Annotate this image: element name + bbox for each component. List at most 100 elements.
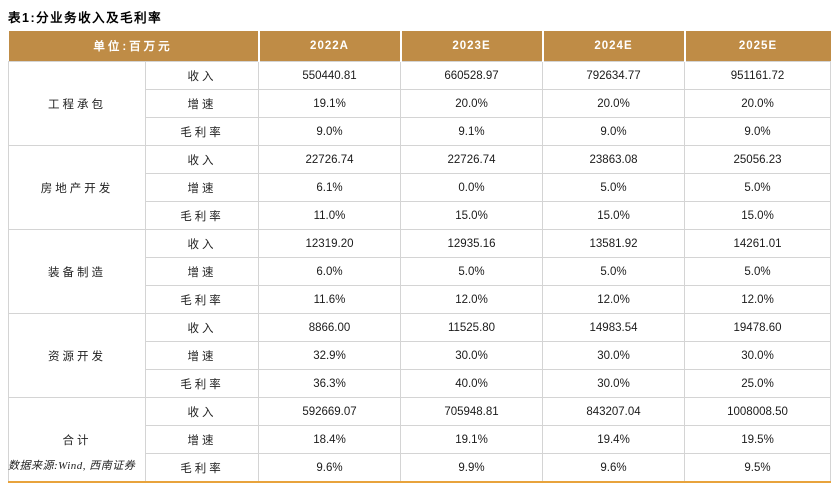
cell-value: 5.0% bbox=[542, 257, 685, 286]
table-row: 增速 19.1% 20.0% 20.0% 20.0% bbox=[9, 89, 831, 118]
cell-value: 25.0% bbox=[684, 369, 831, 398]
cell-value: 9.5% bbox=[684, 453, 831, 483]
header-row: 单位:百万元 2022A 2023E 2024E 2025E bbox=[8, 31, 831, 62]
cell-value: 32.9% bbox=[258, 341, 401, 370]
metric-label: 毛利率 bbox=[145, 453, 259, 483]
year-header-2025e: 2025E bbox=[684, 31, 831, 62]
cell-value: 12.0% bbox=[684, 285, 831, 314]
cell-value: 9.6% bbox=[258, 453, 401, 483]
cell-value: 12319.20 bbox=[258, 229, 401, 258]
cell-value: 19.4% bbox=[542, 425, 685, 454]
cell-value: 0.0% bbox=[400, 173, 543, 202]
metric-label: 增速 bbox=[145, 257, 259, 286]
table-row: 合计 收入 592669.07 705948.81 843207.04 1008… bbox=[8, 397, 831, 483]
cell-value: 22726.74 bbox=[400, 145, 543, 174]
cell-value: 19478.60 bbox=[684, 313, 831, 342]
cell-value: 20.0% bbox=[400, 89, 543, 118]
cell-value: 6.0% bbox=[258, 257, 401, 286]
cell-value: 592669.07 bbox=[258, 397, 401, 426]
year-header-2023e: 2023E bbox=[400, 31, 544, 62]
cell-value: 6.1% bbox=[258, 173, 401, 202]
cell-value: 9.6% bbox=[542, 453, 685, 483]
cell-value: 660528.97 bbox=[400, 61, 543, 90]
cell-value: 15.0% bbox=[684, 201, 831, 230]
table-row: 增速 32.9% 30.0% 30.0% 30.0% bbox=[9, 341, 831, 370]
cell-value: 22726.74 bbox=[258, 145, 401, 174]
cell-value: 12935.16 bbox=[400, 229, 543, 258]
cell-value: 20.0% bbox=[684, 89, 831, 118]
year-header-2024e: 2024E bbox=[542, 31, 686, 62]
metric-label: 增速 bbox=[145, 173, 259, 202]
table-row: 房地产开发 收入 22726.74 22726.74 23863.08 2505… bbox=[8, 145, 831, 230]
cell-value: 550440.81 bbox=[258, 61, 401, 90]
cell-value: 15.0% bbox=[400, 201, 543, 230]
metric-label: 收入 bbox=[145, 397, 259, 426]
cell-value: 30.0% bbox=[684, 341, 831, 370]
cell-value: 18.4% bbox=[258, 425, 401, 454]
table-header: 单位:百万元 2022A 2023E 2024E 2025E bbox=[8, 31, 831, 62]
cell-value: 19.1% bbox=[258, 89, 401, 118]
table-row: 工程承包 收入 550440.81 660528.97 792634.77 95… bbox=[8, 61, 831, 146]
table-row: 增速 6.1% 0.0% 5.0% 5.0% bbox=[9, 173, 831, 202]
cell-value: 19.5% bbox=[684, 425, 831, 454]
cell-value: 9.0% bbox=[684, 117, 831, 146]
cell-value: 5.0% bbox=[400, 257, 543, 286]
metric-label: 收入 bbox=[145, 61, 259, 90]
table-row: 毛利率 9.0% 9.1% 9.0% 9.0% bbox=[9, 117, 831, 146]
cell-value: 13581.92 bbox=[542, 229, 685, 258]
group-label-realestate: 房地产开发 bbox=[8, 145, 146, 230]
cell-value: 30.0% bbox=[542, 341, 685, 370]
cell-value: 23863.08 bbox=[542, 145, 685, 174]
cell-value: 1008008.50 bbox=[684, 397, 831, 426]
cell-value: 5.0% bbox=[684, 257, 831, 286]
table-row: 增速 18.4% 19.1% 19.4% 19.5% bbox=[9, 425, 831, 454]
group-label-total: 合计 bbox=[8, 397, 146, 483]
source-note: 数据来源:Wind, 西南证券 bbox=[8, 460, 136, 472]
cell-value: 11525.80 bbox=[400, 313, 543, 342]
group-label-resources: 资源开发 bbox=[8, 313, 146, 398]
cell-value: 19.1% bbox=[400, 425, 543, 454]
group-label-equipment: 装备制造 bbox=[8, 229, 146, 314]
metric-label: 毛利率 bbox=[145, 117, 259, 146]
unit-header-cell: 单位:百万元 bbox=[8, 31, 260, 62]
cell-value: 11.6% bbox=[258, 285, 401, 314]
cell-value: 8866.00 bbox=[258, 313, 401, 342]
metric-label: 增速 bbox=[145, 89, 259, 118]
metric-label: 增速 bbox=[145, 341, 259, 370]
cell-value: 40.0% bbox=[400, 369, 543, 398]
metric-label: 毛利率 bbox=[145, 285, 259, 314]
cell-value: 12.0% bbox=[542, 285, 685, 314]
cell-value: 9.0% bbox=[542, 117, 685, 146]
table-row: 装备制造 收入 12319.20 12935.16 13581.92 14261… bbox=[8, 229, 831, 314]
cell-value: 36.3% bbox=[258, 369, 401, 398]
cell-value: 30.0% bbox=[542, 369, 685, 398]
cell-value: 951161.72 bbox=[684, 61, 831, 90]
metric-label: 毛利率 bbox=[145, 369, 259, 398]
metric-label: 收入 bbox=[145, 229, 259, 258]
cell-value: 30.0% bbox=[400, 341, 543, 370]
cell-value: 15.0% bbox=[542, 201, 685, 230]
cell-value: 843207.04 bbox=[542, 397, 685, 426]
cell-value: 9.0% bbox=[258, 117, 401, 146]
cell-value: 9.1% bbox=[400, 117, 543, 146]
table-row: 毛利率 11.6% 12.0% 12.0% 12.0% bbox=[9, 285, 831, 314]
cell-value: 14983.54 bbox=[542, 313, 685, 342]
cell-value: 792634.77 bbox=[542, 61, 685, 90]
table-row: 资源开发 收入 8866.00 11525.80 14983.54 19478.… bbox=[8, 313, 831, 398]
metric-label: 收入 bbox=[145, 313, 259, 342]
cell-value: 25056.23 bbox=[684, 145, 831, 174]
cell-value: 9.9% bbox=[400, 453, 543, 483]
cell-value: 14261.01 bbox=[684, 229, 831, 258]
metric-label: 毛利率 bbox=[145, 201, 259, 230]
year-header-2022a: 2022A bbox=[258, 31, 402, 62]
table-title: 表1:分业务收入及毛利率 bbox=[8, 11, 163, 25]
metric-label: 增速 bbox=[145, 425, 259, 454]
cell-value: 12.0% bbox=[400, 285, 543, 314]
group-label-engineering: 工程承包 bbox=[8, 61, 146, 146]
table-row: 毛利率 11.0% 15.0% 15.0% 15.0% bbox=[9, 201, 831, 230]
table-row: 增速 6.0% 5.0% 5.0% 5.0% bbox=[9, 257, 831, 286]
cell-value: 5.0% bbox=[542, 173, 685, 202]
business-revenue-table: 单位:百万元 2022A 2023E 2024E 2025E 工程承包 收入 5… bbox=[8, 31, 831, 483]
cell-value: 20.0% bbox=[542, 89, 685, 118]
table-row: 毛利率 36.3% 40.0% 30.0% 25.0% bbox=[9, 369, 831, 398]
